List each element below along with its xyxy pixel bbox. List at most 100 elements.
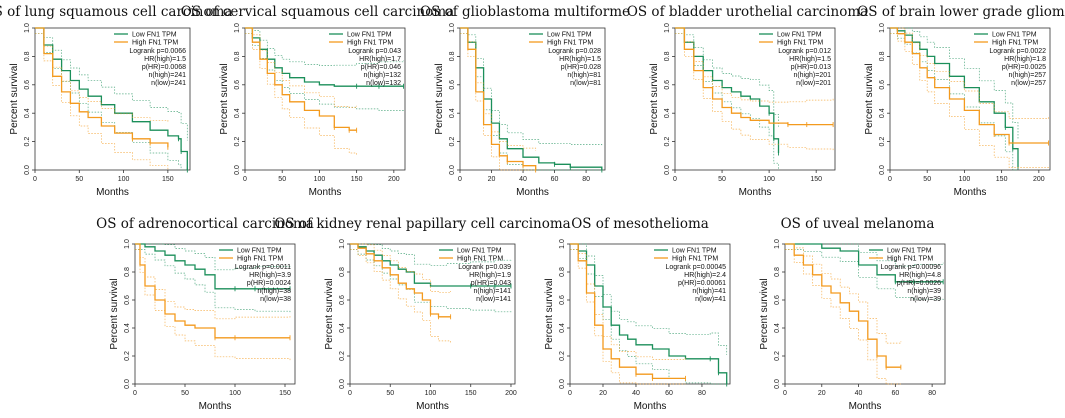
y-tick-label: 0.4 bbox=[234, 108, 241, 118]
ci-lower-line bbox=[35, 33, 169, 170]
plot-frame bbox=[134, 243, 296, 385]
ci-lower-line bbox=[460, 33, 536, 171]
y-tick-label: 0.6 bbox=[24, 80, 31, 90]
stat-line: HR(high)=1.7 bbox=[359, 56, 401, 63]
plot-frame bbox=[889, 27, 1051, 171]
stat-line: HR(high)=3.9 bbox=[249, 272, 291, 279]
x-tick-label: 200 bbox=[1033, 176, 1045, 183]
legend-label: High FN1 TPM bbox=[457, 256, 503, 263]
legend-label: Low FN1 TPM bbox=[777, 32, 822, 39]
legend-label: Low FN1 TPM bbox=[672, 248, 717, 255]
x-tick-label: 80 bbox=[698, 390, 706, 397]
x-tick-label: 0 bbox=[133, 390, 137, 397]
stat-line: p(HR)=0.013 bbox=[791, 64, 831, 71]
x-axis-label: Months bbox=[739, 187, 772, 198]
stat-line: n(high)=241 bbox=[148, 72, 186, 79]
x-tick-label: 20 bbox=[818, 390, 826, 397]
stat-line: n(low)=39 bbox=[910, 296, 941, 303]
stat-line: n(low)=257 bbox=[1011, 80, 1046, 87]
stat-line: Logrank p=0.0066 bbox=[129, 48, 186, 55]
stat-line: n(low)=201 bbox=[796, 80, 831, 87]
panel-title: OS of adrenocortical carcinoma bbox=[96, 216, 314, 232]
y-tick-label: 0.4 bbox=[124, 323, 131, 333]
y-tick-label: 0.4 bbox=[24, 108, 31, 118]
stat-line: n(low)=41 bbox=[695, 296, 726, 303]
x-axis-label: Months bbox=[954, 187, 987, 198]
stat-line: n(high)=39 bbox=[907, 288, 941, 295]
panel-title: OS of uveal melanoma bbox=[781, 216, 935, 232]
y-axis-label: Percent survival bbox=[219, 63, 230, 134]
y-tick-label: 1.0 bbox=[879, 23, 886, 33]
legend-label: High FN1 TPM bbox=[347, 40, 393, 47]
ci-lower-line bbox=[35, 33, 188, 171]
plot-frame bbox=[784, 243, 946, 385]
legend-label: Low FN1 TPM bbox=[457, 248, 502, 255]
stat-line: Logrank p=0.043 bbox=[348, 48, 401, 55]
stat-line: p(HR)=0.043 bbox=[471, 280, 511, 287]
y-tick-label: 0.0 bbox=[879, 165, 886, 175]
x-tick-label: 150 bbox=[279, 390, 291, 397]
x-tick-label: 150 bbox=[351, 176, 363, 183]
ci-lower-line bbox=[675, 33, 834, 151]
x-axis-label: Months bbox=[634, 401, 667, 412]
km-panel-1: OS of lung squamous cell carcinoma 0.0 0.2… bbox=[0, 4, 232, 198]
legend-label: Low FN1 TPM bbox=[992, 32, 1037, 39]
y-tick-label: 0.2 bbox=[449, 137, 456, 147]
y-axis-label: Percent survival bbox=[544, 278, 555, 349]
stat-line: Logrank p=0.039 bbox=[458, 264, 511, 271]
ci-lower-line bbox=[785, 249, 944, 301]
y-tick-label: 0.0 bbox=[339, 379, 346, 389]
legend-label: High FN1 TPM bbox=[132, 40, 178, 47]
x-tick-label: 50 bbox=[181, 390, 189, 397]
stat-line: HR(high)=1.5 bbox=[559, 56, 601, 63]
y-tick-label: 0.8 bbox=[559, 267, 566, 277]
stat-line: p(HR)=0.0024 bbox=[247, 280, 291, 287]
y-tick-label: 0.8 bbox=[339, 267, 346, 277]
ci-upper-line bbox=[35, 27, 169, 123]
y-tick-label: 0.4 bbox=[879, 108, 886, 118]
stat-line: n(high)=81 bbox=[567, 72, 601, 79]
legend-label: High FN1 TPM bbox=[237, 256, 283, 263]
legend-label: Low FN1 TPM bbox=[237, 248, 282, 255]
y-tick-label: 1.0 bbox=[449, 23, 456, 33]
y-tick-label: 0.8 bbox=[449, 51, 456, 61]
ci-upper-line bbox=[890, 27, 1049, 119]
x-axis-label: Months bbox=[416, 401, 449, 412]
y-tick-label: 0.2 bbox=[664, 137, 671, 147]
y-tick-label: 0.8 bbox=[774, 267, 781, 277]
km-panel-9: OS of uveal melanoma 0.0 0.2 0.4 0.6 0.8 1.0 0 2… bbox=[759, 216, 946, 412]
legend-label: Low FN1 TPM bbox=[547, 32, 592, 39]
x-tick-label: 0 bbox=[888, 176, 892, 183]
km-panel-5: OS of brain lower grade glioma 0.0 0.2 0.4 0… bbox=[857, 4, 1065, 198]
legend-label: High FN1 TPM bbox=[992, 40, 1038, 47]
ci-upper-line bbox=[350, 243, 451, 294]
stat-line: HR(high)=1.8 bbox=[1004, 56, 1046, 63]
x-tick-label: 0 bbox=[673, 176, 677, 183]
y-tick-label: 0.8 bbox=[234, 51, 241, 61]
ci-lower-line bbox=[350, 249, 512, 314]
x-tick-label: 50 bbox=[923, 176, 931, 183]
legend-label: Low FN1 TPM bbox=[347, 32, 392, 39]
y-axis-label: Percent survival bbox=[109, 278, 120, 349]
x-tick-label: 50 bbox=[278, 176, 286, 183]
stat-line: Logrank p=0.0022 bbox=[989, 48, 1046, 55]
y-tick-label: 0.8 bbox=[24, 51, 31, 61]
x-axis-label: Months bbox=[199, 401, 232, 412]
x-axis-label: Months bbox=[849, 401, 882, 412]
x-tick-label: 0 bbox=[33, 176, 37, 183]
km-panel-8: OS of mesothelioma 0.0 0.2 0.4 0.6 0.8 1.0 0 20 4… bbox=[544, 216, 731, 412]
stat-line: n(high)=38 bbox=[257, 288, 291, 295]
stat-line: n(low)=141 bbox=[476, 296, 511, 303]
y-tick-label: 0.0 bbox=[124, 379, 131, 389]
x-tick-label: 50 bbox=[386, 390, 394, 397]
stat-line: HR(high)=2.4 bbox=[684, 272, 726, 279]
stat-line: Logrank p=0.012 bbox=[778, 48, 831, 55]
x-tick-label: 80 bbox=[582, 176, 590, 183]
high-fn1-curve bbox=[785, 243, 901, 368]
x-tick-label: 40 bbox=[632, 390, 640, 397]
legend-label: High FN1 TPM bbox=[672, 256, 718, 263]
legend-label: Low FN1 TPM bbox=[132, 32, 177, 39]
y-tick-label: 1.0 bbox=[234, 23, 241, 33]
y-tick-label: 0.2 bbox=[339, 351, 346, 361]
ci-upper-line bbox=[570, 243, 686, 360]
